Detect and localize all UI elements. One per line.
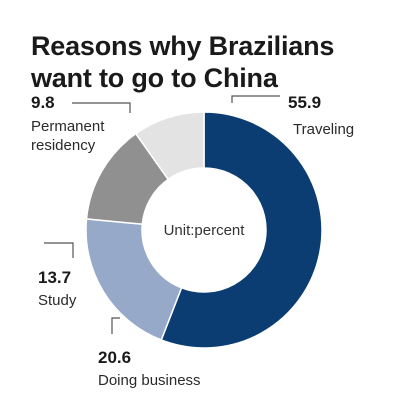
slice-permanent-residency: [134, 111, 205, 181]
donut-slices: [85, 111, 323, 349]
slice-traveling: [160, 111, 323, 349]
leader-lines: [44, 95, 280, 334]
slice-labels: 55.9 Traveling 20.6 Doing business 13.7 Study…: [31, 93, 354, 389]
category-label-permanent-residency-line-1: Permanent: [31, 118, 105, 135]
category-label-permanent-residency-line-2: residency: [31, 137, 96, 154]
value-label-traveling: 55.9: [288, 93, 321, 112]
category-label-doing-business: Doing business: [98, 372, 201, 389]
leader-line-doing-business: [111, 317, 120, 334]
center-unit-label: Unit:percent: [164, 222, 246, 239]
category-label-traveling: Traveling: [293, 121, 354, 138]
category-label-study: Study: [38, 292, 77, 309]
leader-line-permanent-residency: [72, 102, 131, 113]
value-label-study: 13.7: [38, 268, 71, 287]
value-label-doing-business: 20.6: [98, 348, 131, 367]
chart-title: Reasons why Brazilians want to go to Chi…: [31, 31, 335, 93]
leader-line-traveling: [231, 95, 280, 103]
leader-line-study: [44, 242, 74, 258]
value-label-permanent-residency: 9.8: [31, 93, 55, 112]
